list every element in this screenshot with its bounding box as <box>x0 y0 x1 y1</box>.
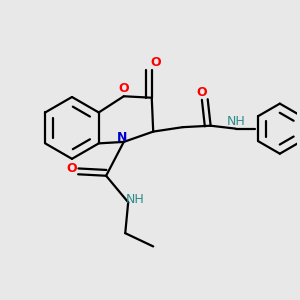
Text: NH: NH <box>126 193 145 206</box>
Text: NH: NH <box>227 115 246 128</box>
Text: O: O <box>66 163 77 176</box>
Text: O: O <box>118 82 129 95</box>
Text: O: O <box>151 56 161 69</box>
Text: O: O <box>196 86 207 99</box>
Text: N: N <box>117 131 128 144</box>
